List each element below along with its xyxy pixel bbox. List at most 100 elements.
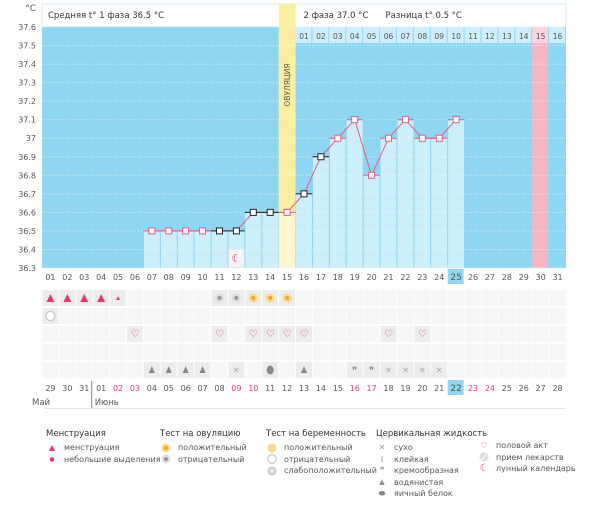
grid-cell	[194, 308, 211, 324]
grid-cell	[481, 344, 498, 360]
grid-cell	[59, 362, 76, 378]
phase2-day-cell	[464, 27, 481, 43]
marked-cell	[245, 326, 262, 342]
phase2-day-number: 02	[316, 32, 326, 41]
date-label: 22	[450, 384, 461, 394]
grid-cell	[397, 290, 414, 306]
legend-title: Тест на беременность	[266, 429, 366, 439]
temperature-point	[435, 134, 443, 142]
cycle-day-label: 28	[502, 273, 512, 282]
grid-cell	[431, 290, 448, 306]
current-date-highlight	[447, 380, 464, 395]
grid-cell	[93, 326, 110, 342]
date-label: 30	[62, 384, 72, 393]
grid-cell	[143, 344, 160, 360]
grid-cell	[312, 362, 329, 378]
heart-icon: ♡	[215, 329, 224, 340]
heart-icon: ♡	[283, 329, 292, 340]
grid-cell	[363, 326, 380, 342]
cycle-day-label: 04	[96, 273, 106, 282]
date-label: 20	[417, 384, 427, 393]
cycle-day-label: 09	[181, 273, 191, 282]
heart-icon: ♡	[249, 329, 258, 340]
phase2-day-number: 13	[502, 32, 512, 41]
date-label: 10	[248, 384, 258, 393]
y-tick-label: 37.5	[18, 42, 36, 51]
grid-cell	[515, 290, 532, 306]
date-label: 19	[400, 384, 410, 393]
grid-cell	[312, 326, 329, 342]
date-label: 31	[79, 384, 89, 393]
phase2-day-cell	[481, 27, 498, 43]
grid-cell	[414, 344, 431, 360]
date-label: 11	[265, 384, 275, 393]
legend-label: яичный белок	[394, 489, 453, 499]
phase2-day-cell	[549, 27, 565, 43]
phase2-day-cell	[413, 27, 430, 43]
cycle-day-label: 20	[367, 273, 377, 282]
legend-title: Тест на овуляцию	[160, 429, 241, 439]
phase2-day-number: 14	[519, 32, 529, 41]
grid-cell	[481, 326, 498, 342]
temperature-point	[351, 116, 359, 124]
creamy-icon: ❞	[369, 366, 374, 377]
ovulation-test-core	[268, 296, 273, 300]
legend-menstruation: Менструация ▲ менструация ● небольшие выде…	[46, 429, 161, 465]
cycle-day-label: 23	[417, 273, 427, 282]
temperature-point	[182, 227, 190, 235]
marked-cell	[228, 362, 245, 378]
grid-cell	[431, 326, 448, 342]
grid-cell	[498, 308, 515, 324]
phase2-day-number: 16	[553, 32, 563, 41]
cycle-day-label: 13	[248, 273, 258, 282]
y-tick-label: 37.3	[18, 79, 36, 88]
grid-cell	[76, 362, 93, 378]
date-label: 14	[316, 384, 326, 393]
phase2-day-number: 05	[367, 32, 377, 41]
grid-cell	[177, 308, 194, 324]
grid-cell	[211, 362, 228, 378]
date-label: 08	[214, 384, 224, 393]
grid-cell	[296, 308, 312, 324]
temperature-point	[401, 116, 409, 124]
grid-cell	[363, 344, 380, 360]
grid-cell	[312, 308, 329, 324]
grid-cell	[448, 290, 465, 306]
y-tick-label: 37.4	[18, 60, 36, 69]
grid-cell	[498, 362, 515, 378]
grid-cell	[481, 362, 498, 378]
temperature-point	[283, 208, 291, 216]
phase2-day-number: 03	[333, 32, 343, 41]
dry-icon: ✕	[436, 366, 443, 375]
grid-cell	[481, 290, 498, 306]
grid-cell	[549, 308, 566, 324]
cycle-day-label: 03	[79, 273, 89, 282]
grid-cell	[414, 308, 431, 324]
grid-cell	[110, 326, 127, 342]
date-label: 05	[164, 384, 174, 393]
grid-cell	[329, 290, 346, 306]
cycle-day-label: 15	[282, 273, 292, 282]
legend-ovulation-test: Тест на овуляцию положительный отрицател…	[160, 429, 247, 465]
grid-cell	[515, 362, 532, 378]
phase2-average: 2 фаза 37.0 °C	[304, 11, 369, 21]
eggwhite-icon: ⬬	[378, 488, 386, 498]
date-label: 07	[197, 384, 207, 393]
phase2-day-cell	[447, 27, 464, 43]
moon-icon: ☾	[231, 252, 241, 265]
grid-cell	[549, 290, 566, 306]
legend-label: половой акт	[496, 441, 548, 451]
phase2-day-number: 06	[384, 32, 394, 41]
legend-label: слабоположительный	[284, 466, 377, 476]
phase2-day-number: 10	[451, 32, 461, 41]
grid-cell	[397, 344, 414, 360]
date-label: 02	[113, 384, 123, 393]
grid-cell	[245, 308, 262, 324]
grid-cell	[448, 344, 465, 360]
menstruation-icon	[46, 294, 55, 302]
cycle-day-label: 24	[434, 273, 444, 282]
temperature-point	[148, 227, 156, 235]
marked-cell	[414, 362, 431, 378]
temperature-bar	[279, 212, 296, 268]
